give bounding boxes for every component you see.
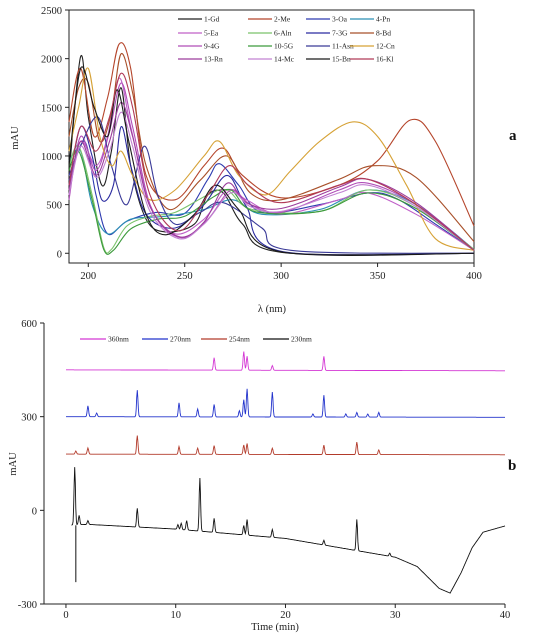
panel-b-x-tick-label: 30	[390, 610, 401, 621]
panel-a-legend-label: 10-5G	[274, 42, 294, 51]
panel-b-y-tick-label: 0	[32, 506, 37, 517]
panel-b-y-tick-label: -300	[18, 600, 37, 611]
panel-a-series-line	[68, 140, 475, 251]
panel-a-legend-label: 12-Cn	[376, 42, 395, 51]
panel-a-series-line	[68, 54, 475, 256]
panel-a-series-line	[68, 72, 475, 251]
panel-a-series-line	[68, 101, 475, 251]
panel-a-y-tick-label: 2500	[41, 6, 62, 17]
panel-a-legend-label: 14-Mc	[274, 55, 295, 64]
panel-b-series-line	[66, 435, 505, 456]
panel-a-series-line	[68, 82, 475, 251]
panel-a-y-tick-label: 1500	[41, 103, 62, 114]
panel-b-legend: 360nm 270nm 254nm 230nm	[80, 335, 312, 344]
panel-a-legend-label: 11-Asn	[332, 42, 354, 51]
panel-a-xlabel: λ (nm)	[258, 304, 287, 315]
panel-b-legend-label: 360nm	[108, 335, 129, 344]
panel-a-legend-label: 5-Ea	[204, 29, 219, 38]
panel-a-y-tick-label: 0	[57, 249, 62, 260]
panel-a-series-line	[68, 66, 475, 256]
panel-b-series-line	[66, 388, 505, 418]
panel-a-series-line	[68, 149, 475, 255]
panel-a-legend-label: 15-Bn	[332, 55, 351, 64]
panel-b-curves	[66, 351, 506, 594]
panel-a-x-tick-label: 350	[370, 271, 386, 282]
panel-a-legend-label: 3-Oa	[332, 15, 348, 24]
panel-b-ticks: 0 10 20 30 40 -300 0 300 600	[18, 319, 511, 621]
panel-b-legend-label: 270nm	[170, 335, 191, 344]
panel-a-legend-label: 16-Kl	[376, 55, 394, 64]
panel-a-legend-label: 8-Bd	[376, 29, 391, 38]
panel-b-ylabel: mAU	[8, 452, 19, 476]
panel-a-series-line	[68, 111, 475, 251]
panel-a-x-tick-label: 400	[466, 271, 482, 282]
panel-b-series-line	[66, 351, 505, 372]
panel-a-curves	[68, 42, 475, 256]
panel-a-legend-label: 6-Aln	[274, 29, 292, 38]
panel-b-series-line	[71, 467, 506, 594]
panel-a-legend-label: 7-3G	[332, 29, 348, 38]
panel-a-y-tick-label: 2000	[41, 55, 62, 66]
panel-b-x-tick-label: 40	[500, 610, 511, 621]
panel-a-series-line	[68, 144, 475, 254]
panel-b-legend-label: 230nm	[291, 335, 312, 344]
panel-b-y-tick-label: 300	[21, 413, 37, 424]
panel-a-y-tick-label: 500	[46, 201, 62, 212]
panel-a-series-line	[68, 42, 475, 227]
panel-a-legend: 1-Gd 2-Me 3-Oa 4-Pn 5-Ea 6-Aln 7-3G 8-Bd 9-4G 10-…	[178, 15, 395, 64]
panel-b-x-tick-label: 20	[280, 610, 291, 621]
panel-b-xlabel: Time (min)	[251, 622, 299, 633]
panel-b-tag: b	[508, 458, 516, 474]
panel-a-series-line	[68, 67, 475, 251]
panel-b-x-tick-label: 0	[63, 610, 68, 621]
panel-a-x-tick-label: 300	[273, 271, 289, 282]
panel-a-ylabel: mAU	[10, 126, 21, 150]
panel-a-ticks: 200 250 300 350 400 0 500 1000 1500 2000 2500	[41, 6, 482, 282]
panel-a-series-line	[68, 116, 475, 254]
panel-a-tag: a	[509, 128, 517, 144]
panel-b-y-tick-label: 600	[21, 319, 37, 330]
panel-b-x-tick-label: 10	[170, 610, 181, 621]
panel-a-series-line	[68, 53, 475, 242]
panel-a-legend-label: 4-Pn	[376, 15, 390, 24]
panel-a-y-tick-label: 1000	[41, 152, 62, 163]
panel-b-legend-label: 254nm	[229, 335, 250, 344]
panel-a: 200 250 300 350 400 0 500 1000 1500 2000 2500 1-Gd…	[10, 6, 517, 315]
panel-a-x-tick-label: 200	[80, 271, 96, 282]
panel-a-legend-label: 13-Rn	[204, 55, 223, 64]
panel-a-x-tick-label: 250	[177, 271, 193, 282]
panel-a-legend-label: 1-Gd	[204, 15, 220, 24]
panel-a-legend-label: 2-Me	[274, 15, 291, 24]
panel-b: 0 10 20 30 40 -300 0 300 600 360nm 270nm 254nm 230n…	[8, 319, 516, 633]
panel-a-legend-label: 9-4G	[204, 42, 220, 51]
